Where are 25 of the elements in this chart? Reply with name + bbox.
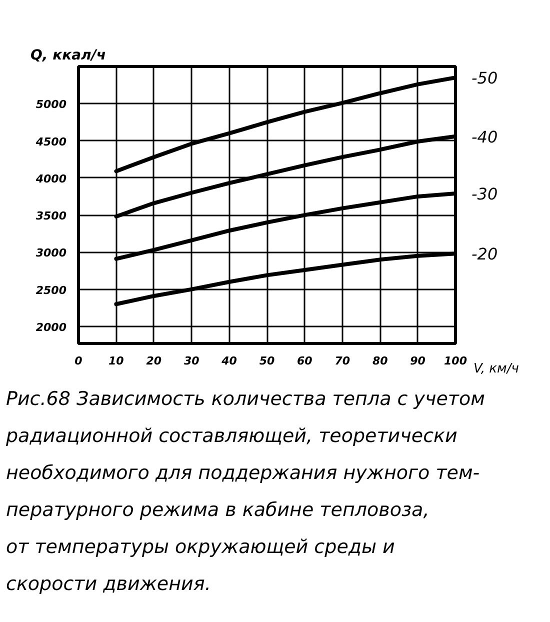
x-tick-label: 10 [108,354,124,368]
x-tick-label: 50 [259,354,275,368]
x-tick-label: 0 [74,354,83,368]
x-tick-label: 20 [146,354,162,368]
y-tick-label: 2000 [36,320,67,334]
x-tick-label: 100 [444,354,468,368]
y-tick-label: 4000 [34,172,67,186]
y-tick-label: 3500 [36,210,67,223]
y-axis-title: Q, ккал/ч [30,48,106,64]
x-axis-title: V, км/ч [474,362,520,376]
series-label: -20 [472,244,498,264]
x-tick-label: 70 [334,354,350,368]
x-tick-label: 30 [184,354,200,368]
x-tick-label: 60 [297,354,313,368]
y-tick-label: 3000 [36,246,67,260]
text: Рис.68 Зависимость количества тепла с учетом радиационной составляющей, теоретически необходимого для поддержания нужного тем- пературного режима в кабине тепловоза, от температуры окружающей среды и скорости движения. [6,387,485,597]
x-tick-label: 40 [220,354,238,368]
series-label: -30 [472,184,498,204]
y-tick-label: 5000 [36,98,67,112]
series-label: -40 [472,127,498,146]
x-tick-label: 90 [410,354,426,368]
y-tick-label: 4500 [34,135,67,148]
x-tick-label: 80 [372,354,388,368]
series-label: -50 [472,68,498,88]
y-tick-label: 2500 [36,284,67,297]
